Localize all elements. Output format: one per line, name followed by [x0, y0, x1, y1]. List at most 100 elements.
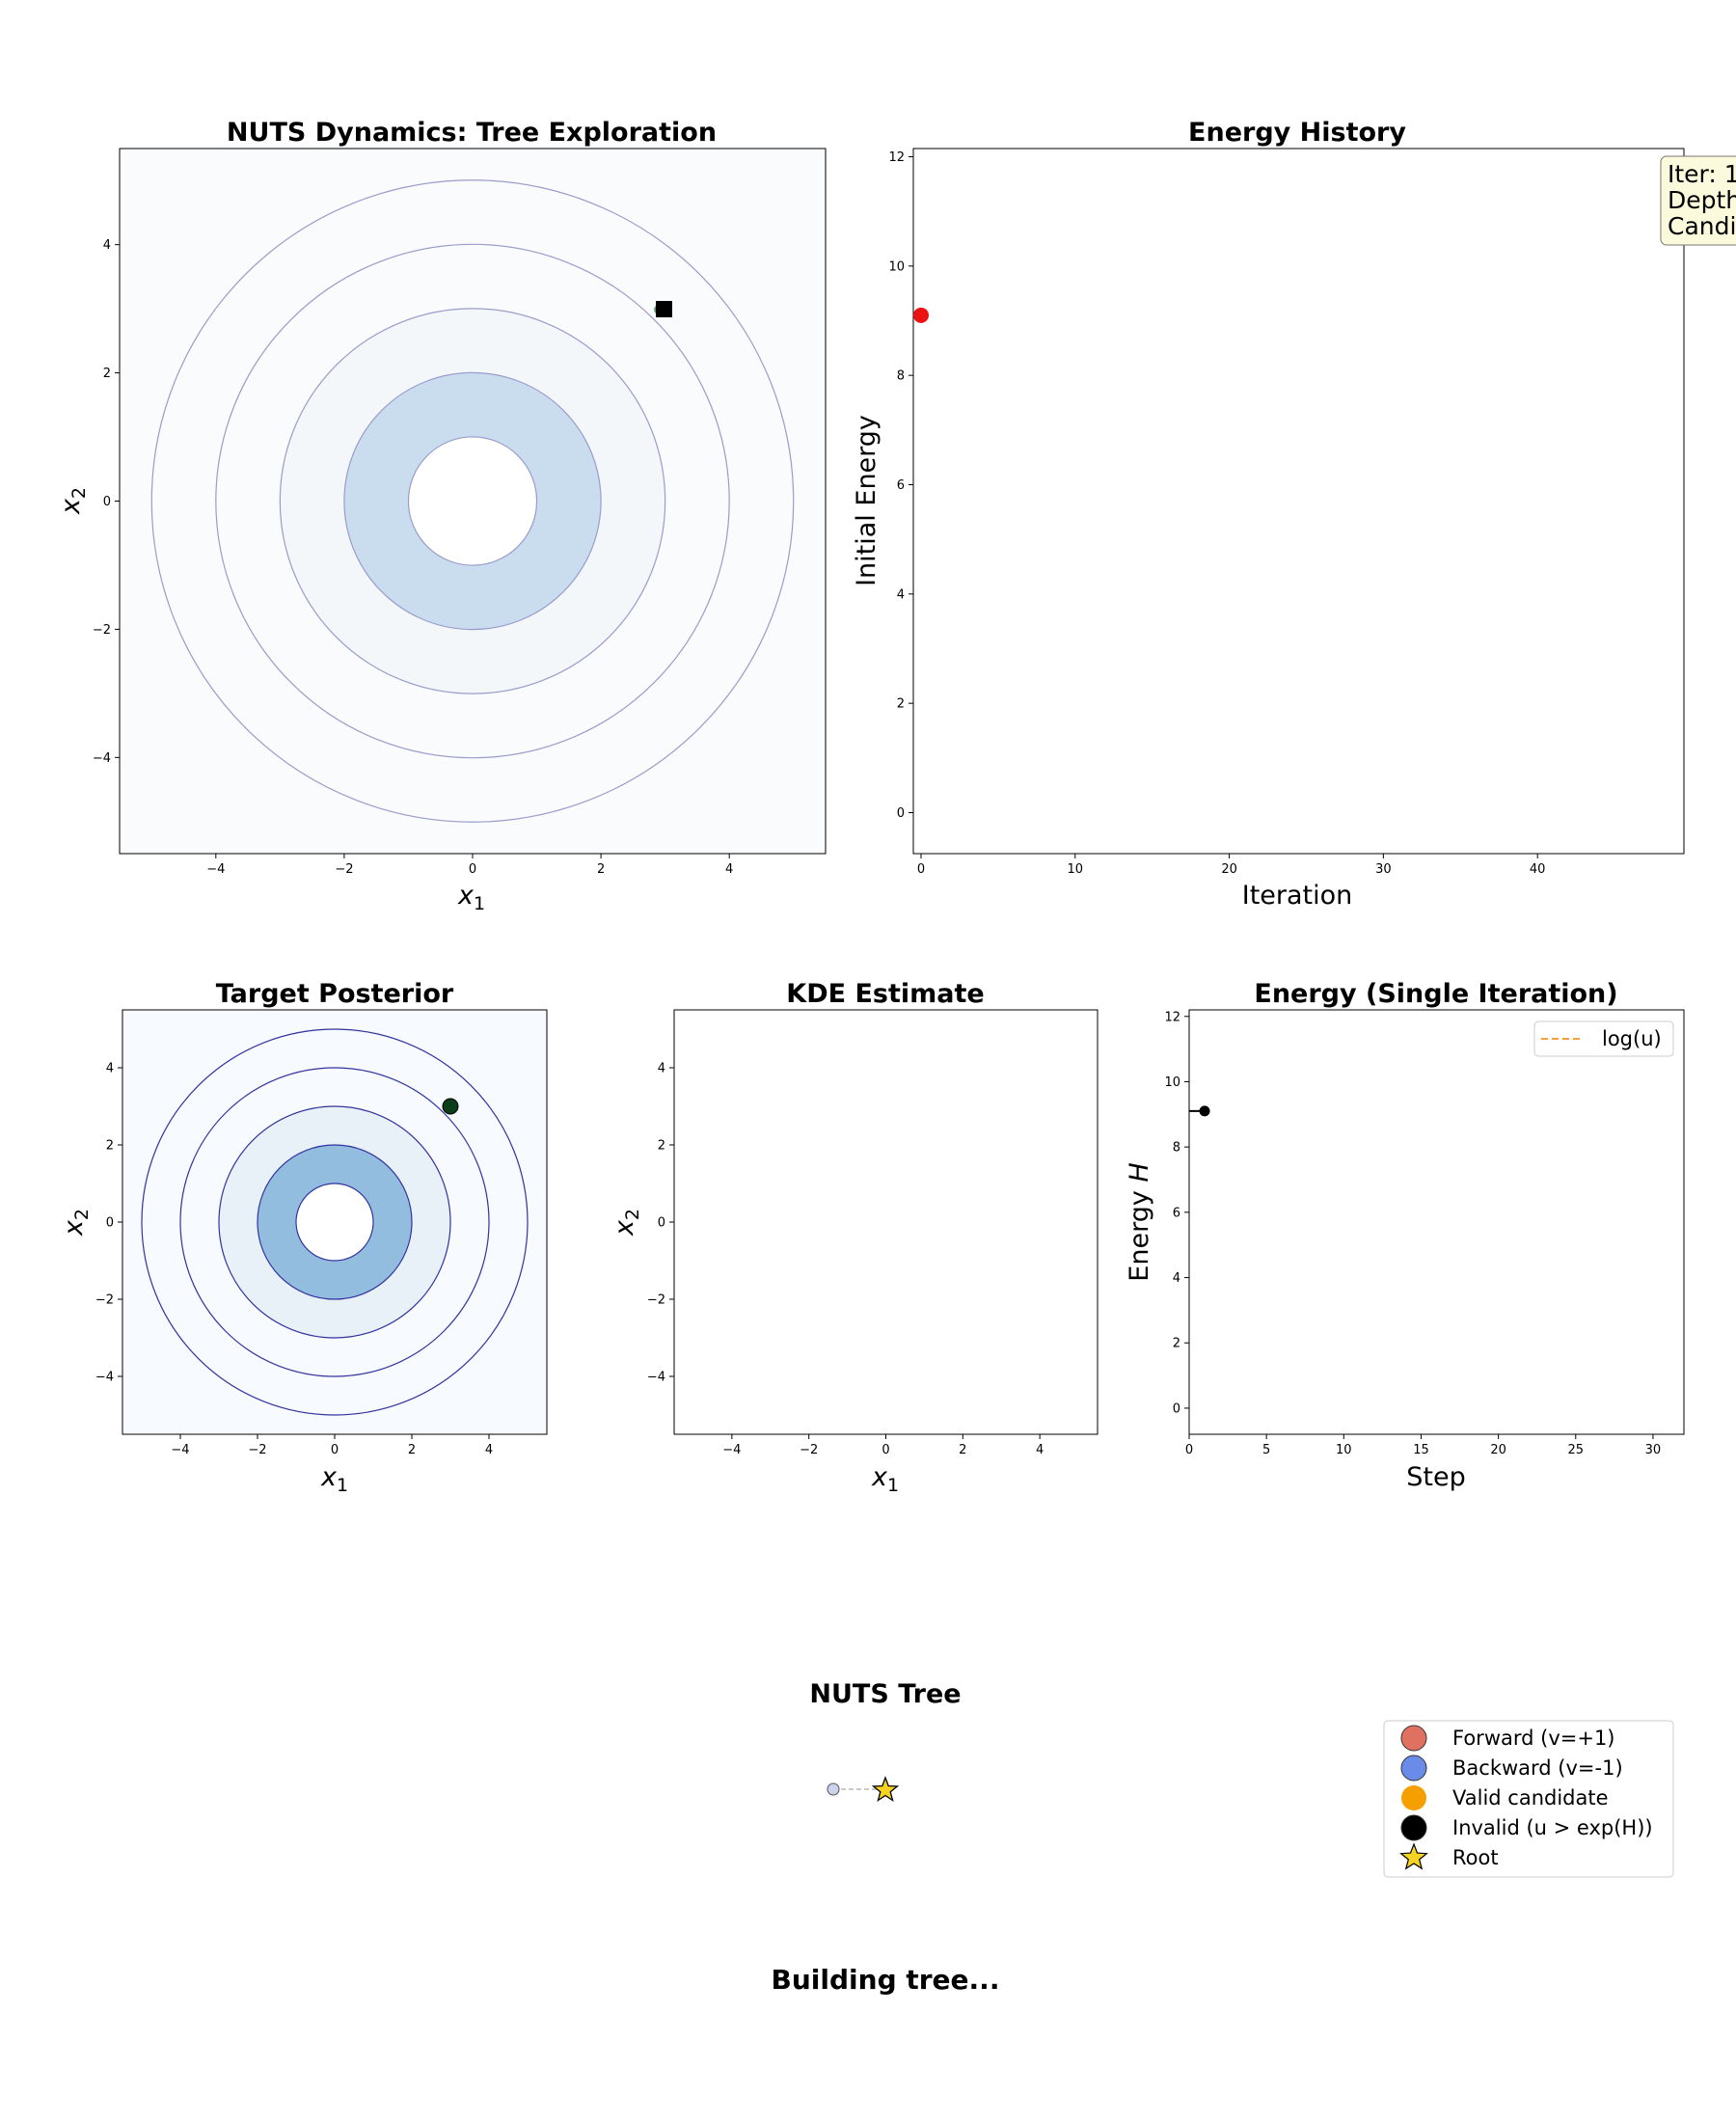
legend-label-forward-v-1: Forward (v=+1)	[1452, 1727, 1615, 1750]
target-posterior-contour-level	[295, 1183, 374, 1262]
energy-single-plot-area	[1188, 1009, 1685, 1435]
kde-estimate-ytick-label: 4	[658, 1062, 665, 1076]
target-posterior-contours	[141, 1028, 529, 1416]
info-line-iter: Iter: 1	[1668, 160, 1736, 188]
energy-history-ytick-label: 0	[897, 806, 905, 821]
energy-history-ytick-label: 8	[897, 369, 905, 384]
tree-exploration-ytick-label: 4	[103, 238, 111, 253]
energy-single-xtick-label: 5	[1262, 1443, 1270, 1457]
nuts-tree-title: NUTS Tree	[809, 1679, 961, 1709]
legend-label-backward-v-1: Backward (v=-1)	[1452, 1756, 1623, 1780]
nuts-tree-panel: NUTS Tree Forward (v=+1) Backward (v=-1) V…	[809, 1679, 1674, 1878]
tree-exploration-ticks: −4 −2 0 2 4 −4 −2 0 2 4	[93, 238, 733, 877]
energy-history-xtick-label: 20	[1221, 862, 1237, 877]
energy-single-xtick-label: 0	[1185, 1443, 1193, 1457]
energy-single-xtick-label: 10	[1336, 1443, 1352, 1457]
legend-marker-backward-v-1	[1400, 1755, 1427, 1782]
tree-exploration-contours	[150, 179, 795, 823]
kde-estimate-xtick-label: 2	[959, 1443, 966, 1457]
target-posterior-ytick-label: −4	[95, 1371, 114, 1385]
energy-single-series	[1189, 1105, 1210, 1117]
energy-history-ticks: 0 10 20 30 40 0 2 4 6 8 10 12	[888, 150, 1545, 877]
kde-estimate-xtick-label: 4	[1036, 1443, 1044, 1457]
kde-estimate-ytick-label: −4	[647, 1371, 665, 1385]
tree-exploration-xtick-label: 4	[725, 862, 733, 877]
energy-history-panel: Energy History 0 10 20 30 40 0 2 4 6 8 10 12 Iterat…	[852, 118, 1736, 911]
tree-exploration-ytick-label: −2	[93, 623, 111, 638]
energy-single-ytick-label: 2	[1173, 1337, 1180, 1351]
kde-estimate-xtick-label: 0	[882, 1443, 889, 1457]
target-posterior-ytick-label: −2	[95, 1293, 114, 1308]
energy-single-ytick-label: 10	[1164, 1075, 1180, 1090]
kde-estimate-ytick-label: 2	[658, 1139, 665, 1154]
energy-history-xlabel: Iteration	[1242, 881, 1353, 911]
tree-exploration-xtick-label: 2	[597, 862, 605, 877]
target-posterior-panel: Target Posterior −4 −2 0 2 4 −4 −2 0 2 4 x1 x2	[59, 979, 548, 1496]
energy-history-points	[912, 307, 929, 323]
info-line-depth: Depth	[1668, 186, 1736, 214]
target-posterior-ticks: −4 −2 0 2 4 −4 −2 0 2 4	[95, 1062, 493, 1458]
tree-exploration-xtick-label: 0	[469, 862, 476, 877]
legend-label-root: Root	[1452, 1846, 1499, 1869]
tree-exploration-contour-level	[407, 436, 538, 566]
energy-single-xtick-label: 25	[1568, 1443, 1585, 1457]
tree-exploration-xtick-label: −2	[335, 862, 353, 877]
energy-history-ytick-label: 10	[888, 259, 905, 274]
target-posterior-xtick-label: 4	[485, 1443, 493, 1457]
kde-estimate-ticks: −4 −2 0 2 4 −4 −2 0 2 4	[647, 1062, 1044, 1458]
target-posterior-frame	[122, 1009, 548, 1435]
target-posterior-ytick-label: 4	[106, 1062, 114, 1076]
kde-estimate-title: KDE Estimate	[786, 979, 984, 1009]
energy-history-xtick-label: 10	[1068, 862, 1084, 877]
legend-marker-valid-candidate	[1401, 1785, 1426, 1810]
tree-exploration-ytick-label: 2	[103, 367, 111, 381]
energy-history-xtick-label: 0	[917, 862, 925, 877]
kde-estimate-panel: KDE Estimate −4 −2 0 2 4 −4 −2 0 2 4 x1 x2	[610, 979, 1099, 1496]
energy-single-ylabel: Energy H	[1125, 1162, 1154, 1281]
energy-history-xtick-label: 40	[1530, 862, 1546, 877]
current-position-marker	[656, 301, 672, 317]
energy-history-point	[912, 307, 929, 323]
energy-history-ytick-label: 12	[888, 150, 905, 165]
energy-single-legend: log(u)	[1533, 1020, 1674, 1057]
target-posterior-xtick-label: 0	[331, 1443, 339, 1457]
tree-exploration-xtick-label: −4	[206, 862, 225, 877]
energy-history-ytick-label: 4	[897, 587, 905, 602]
kde-estimate-ytick-label: 0	[658, 1216, 665, 1231]
energy-history-plot-area	[912, 148, 1685, 855]
tree-exploration-ytick-label: −4	[93, 751, 111, 766]
target-posterior-ytick-label: 0	[106, 1216, 114, 1231]
tree-exploration-ylabel: x2	[56, 487, 90, 515]
energy-single-xtick-label: 15	[1413, 1443, 1429, 1457]
energy-history-ytick-label: 2	[897, 697, 905, 712]
tree-exploration-ytick-label: 0	[103, 495, 111, 509]
nuts-tree-legend: Forward (v=+1) Backward (v=-1) Valid candi…	[1383, 1720, 1674, 1878]
kde-estimate-ylabel: x2	[610, 1209, 643, 1237]
status-text: Building tree...	[772, 1964, 1000, 1996]
tree-node-backward	[827, 1782, 840, 1796]
target-posterior-xtick-label: 2	[408, 1443, 416, 1457]
log-u-legend-label: log(u)	[1602, 1027, 1662, 1050]
energy-single-title: Energy (Single Iteration)	[1254, 979, 1617, 1009]
energy-history-ylabel: Initial Energy	[852, 415, 882, 586]
energy-single-xtick-label: 30	[1645, 1443, 1662, 1457]
energy-single-ticks: 0 5 10 15 20 25 30 0 2 4 6 8 10 12	[1164, 1010, 1661, 1457]
energy-single-panel: Energy (Single Iteration) 0 5 10 15 20 25 30 0 2…	[1125, 979, 1685, 1492]
energy-single-ytick-label: 8	[1173, 1141, 1180, 1156]
target-current-position-marker	[442, 1098, 459, 1115]
legend-marker-invalid-u-exp-h	[1400, 1814, 1427, 1841]
energy-single-xlabel: Step	[1406, 1462, 1465, 1492]
legend-star-icon	[1399, 1842, 1428, 1870]
tree-exploration-title: NUTS Dynamics: Tree Exploration	[227, 118, 717, 148]
energy-single-ytick-label: 12	[1164, 1010, 1180, 1024]
energy-single-xtick-label: 20	[1490, 1443, 1506, 1457]
legend-marker-forward-v-1	[1400, 1725, 1427, 1752]
target-posterior-ylabel: x2	[59, 1209, 93, 1237]
kde-estimate-xtick-label: −4	[722, 1443, 741, 1457]
kde-estimate-plot-area	[673, 1009, 1099, 1435]
target-posterior-xlabel: x1	[320, 1462, 348, 1496]
target-posterior-ytick-label: 2	[106, 1139, 114, 1154]
energy-history-xtick-label: 30	[1375, 862, 1392, 877]
energy-single-ytick-label: 4	[1173, 1271, 1180, 1286]
